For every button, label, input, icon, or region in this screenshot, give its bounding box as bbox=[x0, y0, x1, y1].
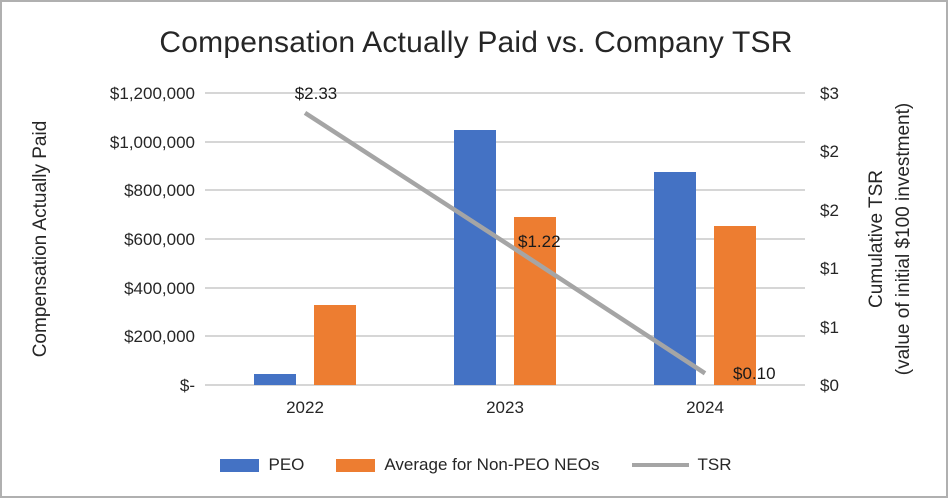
bar-non-peo-neos-2022 bbox=[314, 304, 356, 385]
gridline bbox=[205, 238, 805, 240]
gridline bbox=[205, 189, 805, 192]
bar-peo-2022 bbox=[254, 374, 296, 385]
legend-item-peo: PEO bbox=[220, 455, 304, 475]
legend-item-tsr: TSR bbox=[631, 455, 732, 475]
left-axis-tick-label: $200,000 bbox=[124, 327, 195, 347]
gridline bbox=[205, 384, 805, 386]
non-peo-neos-swatch bbox=[336, 458, 376, 472]
chart-title: Compensation Actually Paid vs. Company T… bbox=[159, 26, 793, 59]
tsr-line-swatch bbox=[631, 463, 689, 467]
right-axis-tick-label: $1 bbox=[820, 317, 839, 337]
right-axis-tick-label: $2 bbox=[820, 200, 839, 220]
left-axis-tick-label: $600,000 bbox=[124, 230, 195, 249]
right-axis-tick-label: $3 bbox=[820, 84, 839, 103]
left-axis-tick-label: $- bbox=[179, 376, 195, 395]
bar-non-peo-neos-2024 bbox=[714, 225, 756, 385]
gridline bbox=[205, 140, 805, 143]
right-axis-tick-label: $0 bbox=[820, 376, 839, 395]
legend-label-peo: PEO bbox=[268, 455, 305, 474]
left-axis-tick-label: $1,200,000 bbox=[109, 84, 195, 103]
legend: PEO Average for Non-PEO NEOs TSR bbox=[0, 455, 952, 475]
bar-peo-2024 bbox=[654, 172, 696, 385]
tsr-data-label: $2.33 bbox=[294, 84, 338, 103]
left-axis-tick-label: $1,000,000 bbox=[109, 132, 195, 152]
x-axis-label: 2024 bbox=[686, 398, 724, 417]
gridline bbox=[205, 335, 805, 338]
right-axis-tick-label: $2 bbox=[820, 142, 839, 162]
tsr-data-label: $1.22 bbox=[518, 232, 561, 251]
legend-label-tsr: TSR bbox=[697, 455, 732, 474]
bar-peo-2023 bbox=[454, 129, 496, 385]
left-axis-tick-label: $800,000 bbox=[124, 181, 195, 201]
bar-non-peo-neos-2023 bbox=[514, 217, 556, 385]
legend-item-non-peo-neos: Average for Non-PEO NEOs bbox=[336, 455, 600, 475]
x-axis-label: 2023 bbox=[486, 398, 524, 417]
legend-label-non-peo-neos: Average for Non-PEO NEOs bbox=[384, 455, 600, 474]
gridline bbox=[205, 286, 805, 289]
right-axis-tick-label: $1 bbox=[820, 259, 839, 279]
left-axis-tick-label: $400,000 bbox=[124, 278, 195, 298]
gridline bbox=[205, 92, 805, 94]
peo-swatch bbox=[220, 458, 260, 472]
x-axis-label: 2022 bbox=[286, 398, 324, 417]
tsr-data-label: $0.10 bbox=[733, 364, 776, 383]
